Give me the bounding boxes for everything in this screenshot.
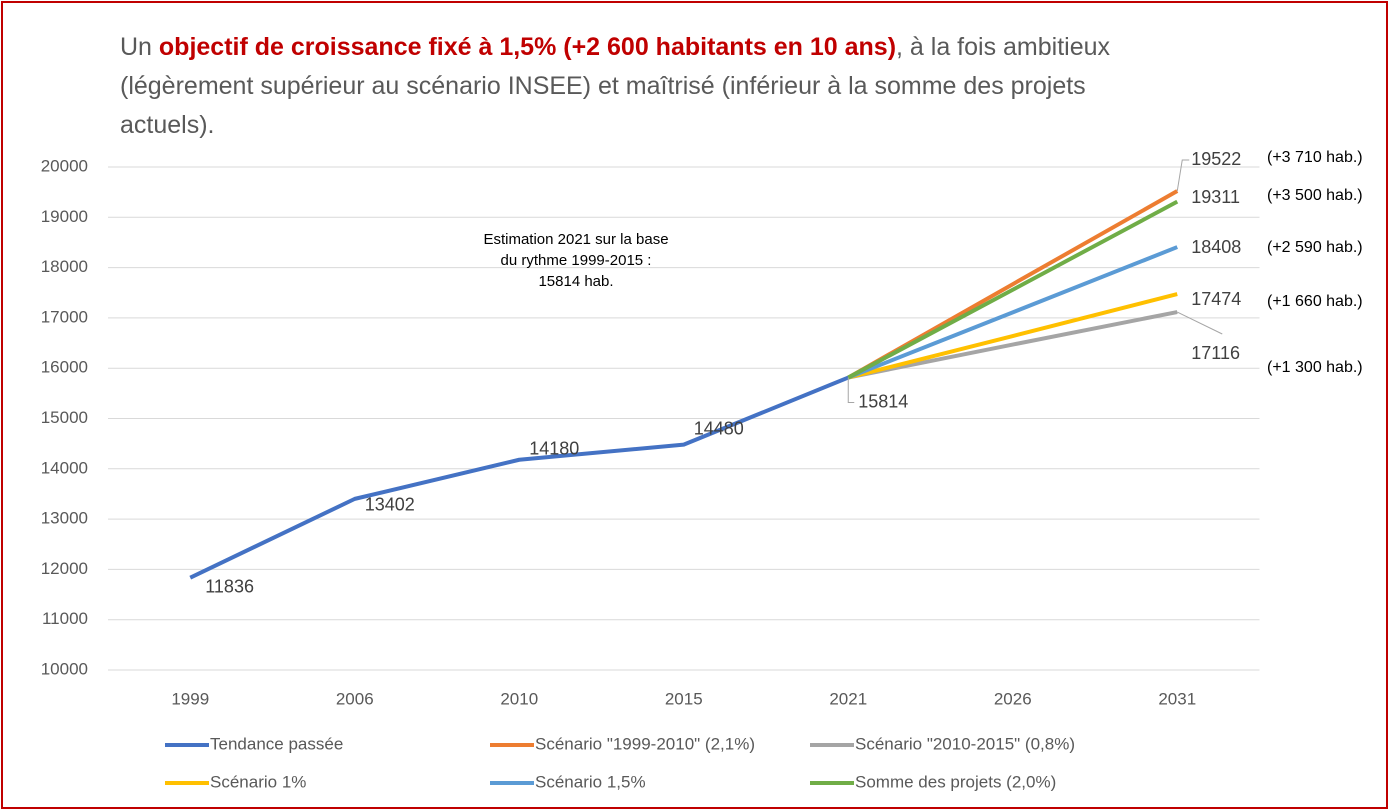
annotation: (+3 710 hab.)	[1267, 149, 1363, 166]
y-tick-label: 12000	[41, 559, 88, 578]
note: Estimation 2021 sur la base	[483, 231, 668, 248]
leader-line	[847, 377, 855, 404]
note: du rythme 1999-2015 :	[501, 252, 652, 269]
legend-label: Scénario "1999-2010" (2,1%)	[535, 734, 755, 753]
annotation: (+3 500 hab.)	[1267, 187, 1363, 204]
legend-label: Scénario "2010-2015" (0,8%)	[855, 734, 1075, 753]
annotation: (+2 590 hab.)	[1267, 239, 1363, 256]
leader-line	[1177, 311, 1223, 335]
data-label: 13402	[365, 495, 415, 515]
x-tick-label: 1999	[171, 689, 209, 708]
y-tick-label: 18000	[41, 257, 88, 276]
y-tick-label: 20000	[41, 156, 88, 175]
legend-label: Somme des projets (2,0%)	[855, 772, 1056, 791]
data-label: 17474	[1191, 289, 1241, 309]
y-tick-label: 14000	[41, 458, 88, 477]
leader-line	[1176, 159, 1190, 192]
annotation: (+1 660 hab.)	[1267, 293, 1363, 310]
data-label: 14480	[694, 418, 744, 438]
legend-label: Scénario 1,5%	[535, 772, 646, 791]
data-label: 18408	[1191, 237, 1241, 257]
x-tick-label: 2031	[1158, 689, 1196, 708]
note: 15814 hab.	[538, 273, 613, 290]
series-line	[847, 245, 1178, 380]
series-line	[847, 292, 1178, 380]
y-tick-label: 13000	[41, 509, 88, 528]
data-label: 11836	[205, 576, 254, 596]
y-tick-label: 15000	[41, 408, 88, 427]
data-label: 17116	[1191, 343, 1240, 363]
series-line	[847, 199, 1179, 380]
x-tick-label: 2010	[500, 689, 538, 708]
x-tick-label: 2021	[829, 689, 867, 708]
y-tick-label: 10000	[41, 659, 88, 678]
x-tick-label: 2006	[336, 689, 374, 708]
data-label: 19522	[1191, 149, 1241, 169]
annotation: (+1 300 hab.)	[1267, 359, 1363, 376]
x-tick-label: 2026	[994, 689, 1032, 708]
legend-label: Tendance passée	[210, 734, 343, 753]
y-tick-label: 17000	[41, 307, 88, 326]
y-tick-label: 19000	[41, 207, 88, 226]
chart-title: Un objectif de croissance fixé à 1,5% (+…	[120, 28, 1140, 145]
series-line	[189, 375, 850, 580]
data-label: 14180	[529, 438, 579, 458]
title-part: Un	[120, 33, 159, 61]
data-label: 19311	[1191, 187, 1240, 207]
series-line	[847, 310, 1178, 380]
x-tick-label: 2015	[665, 689, 703, 708]
y-tick-label: 16000	[41, 358, 88, 377]
y-tick-label: 11000	[42, 609, 88, 628]
title-highlight: objectif de croissance fixé à 1,5% (+2 6…	[158, 33, 897, 61]
legend-label: Scénario 1%	[210, 772, 306, 791]
title-part: , à la fois ambitieux (légèrement supéri…	[120, 33, 1111, 139]
data-label: 15814	[858, 391, 908, 411]
